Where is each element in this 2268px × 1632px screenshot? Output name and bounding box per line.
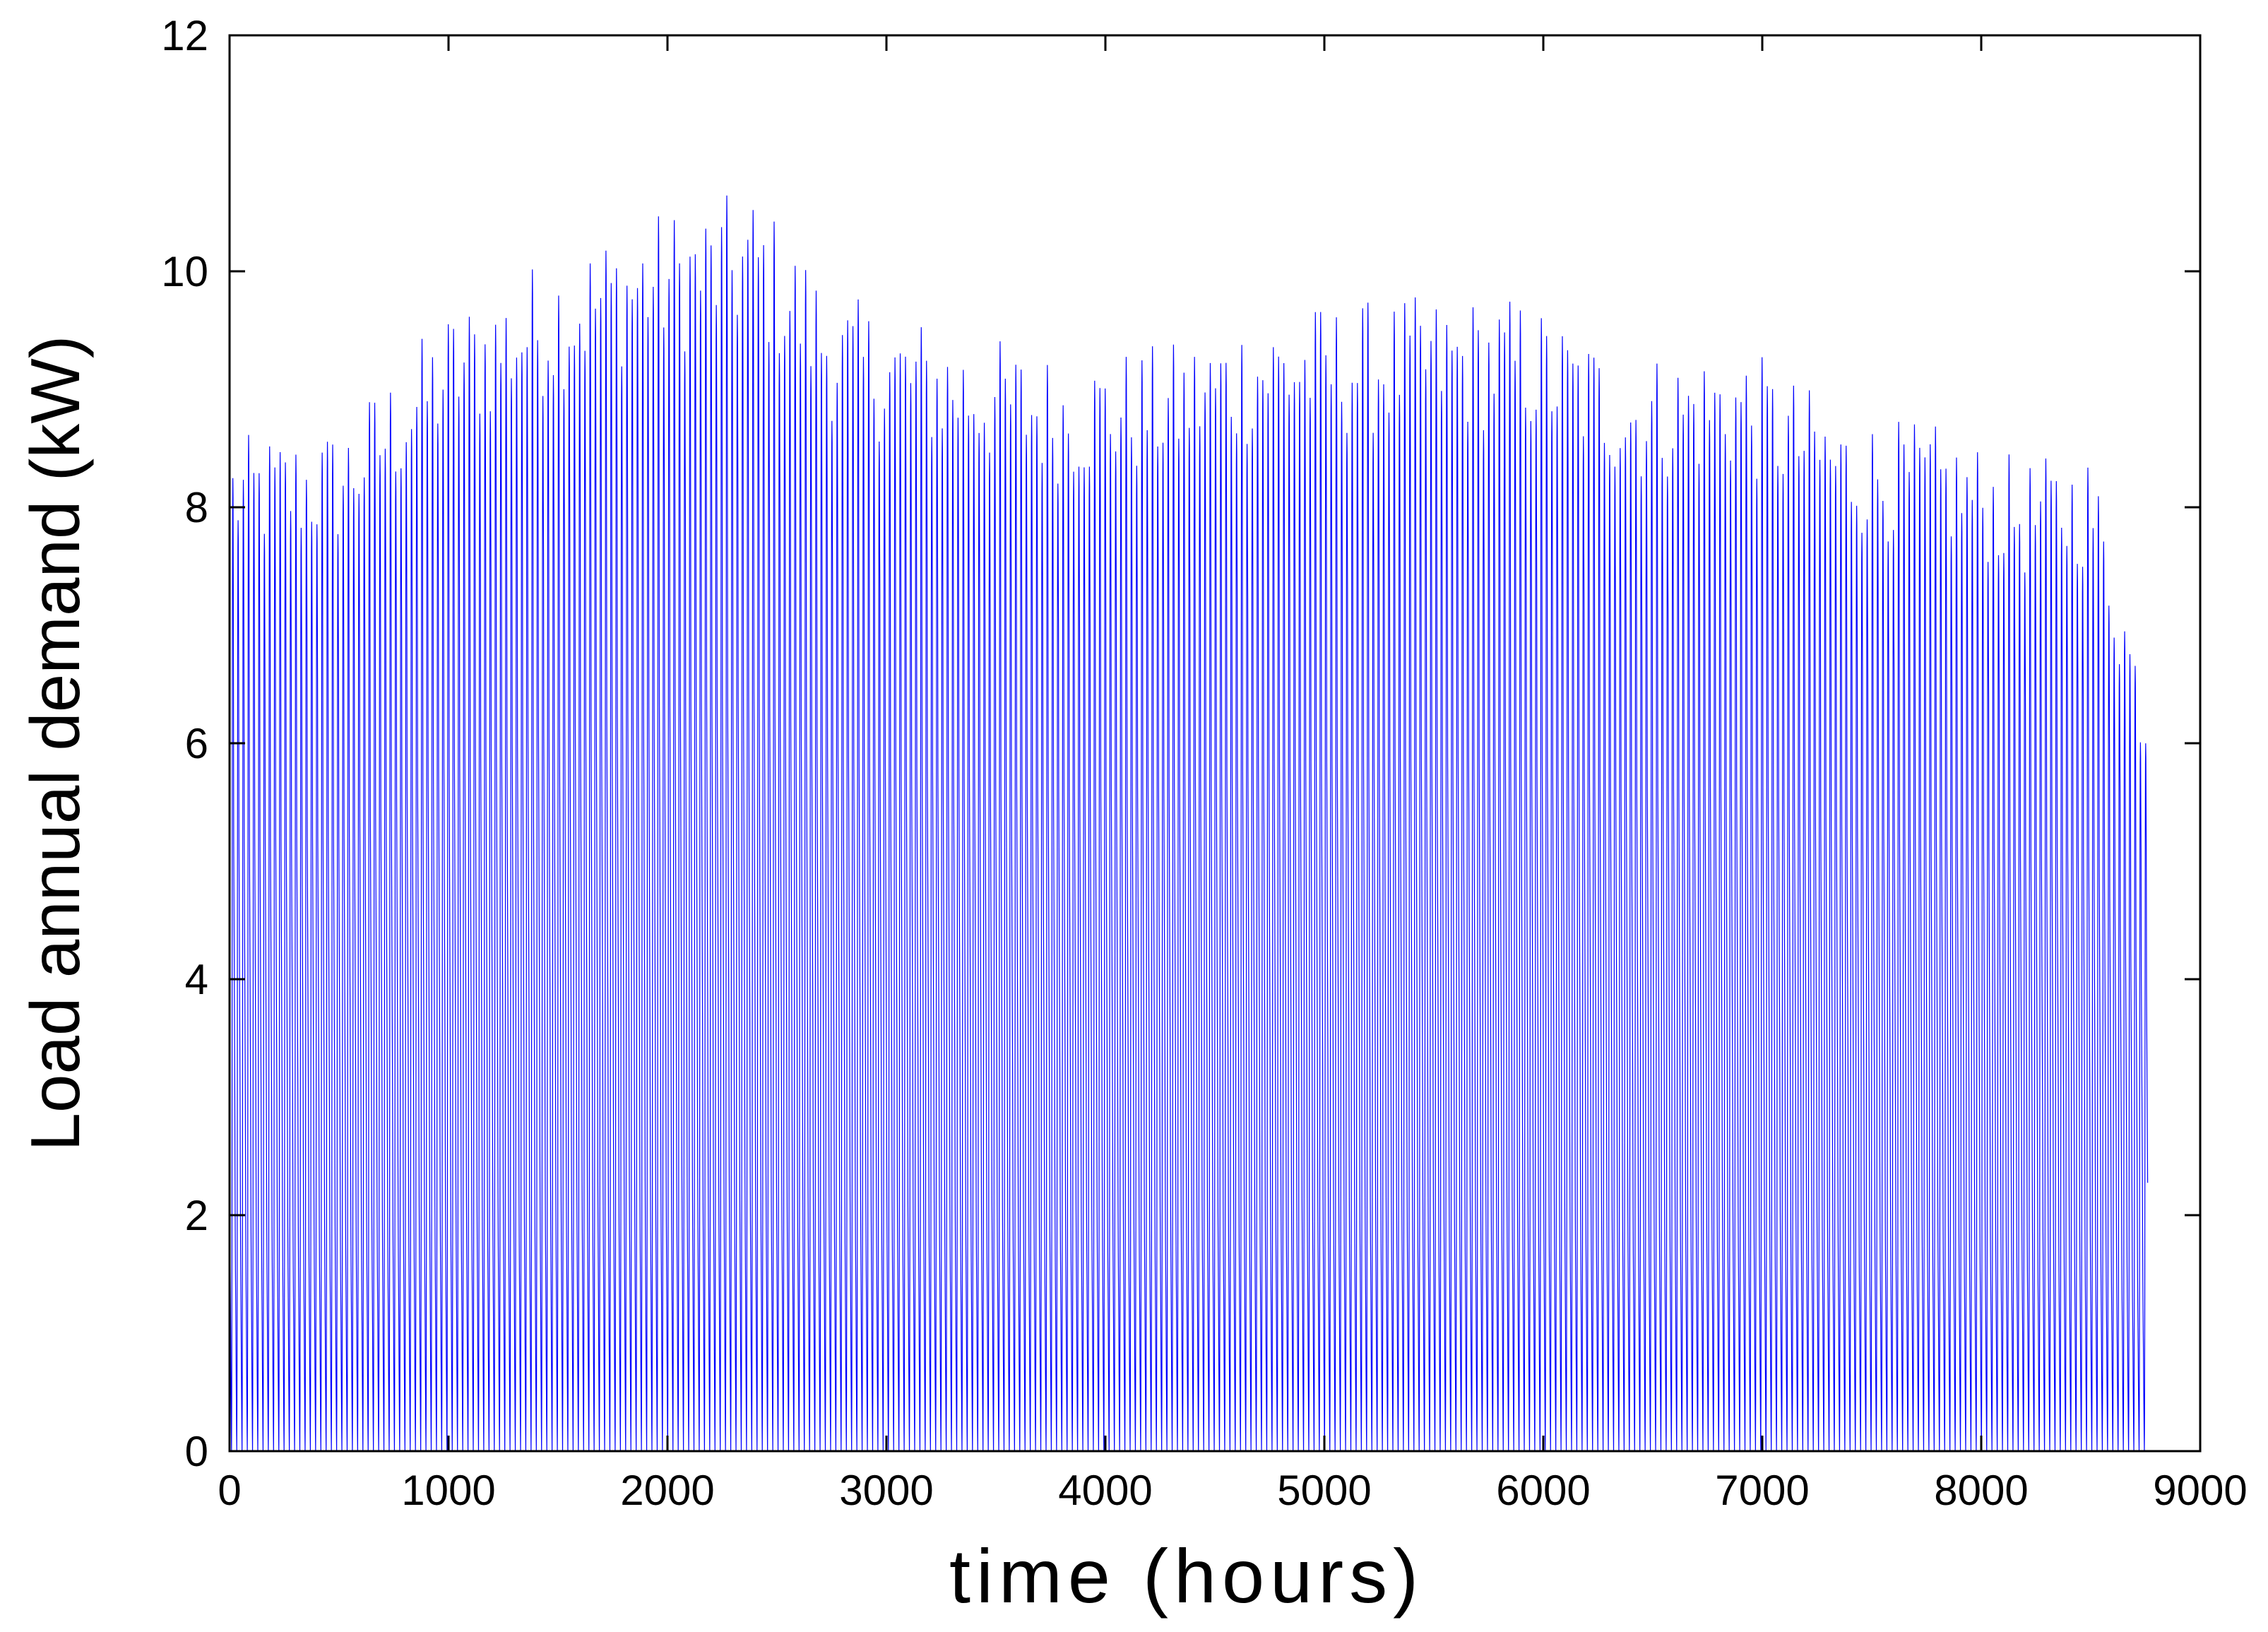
x-tick-label: 3000 xyxy=(839,1467,933,1514)
x-tick-label: 1000 xyxy=(401,1467,495,1514)
y-tick-label: 2 xyxy=(185,1192,208,1239)
y-tick-labels: 0 2 4 6 8 10 12 xyxy=(161,12,208,1475)
x-tick-labels: 0 1000 2000 3000 4000 5000 6000 7000 8000 9000 xyxy=(218,1467,2247,1514)
y-tick-label: 4 xyxy=(185,956,208,1003)
x-tick-label: 8000 xyxy=(1934,1467,2028,1514)
x-tick-label: 7000 xyxy=(1715,1467,1809,1514)
y-tick-label: 12 xyxy=(161,12,208,59)
x-axis-title: time (hours) xyxy=(949,1533,1424,1619)
series-line xyxy=(229,195,2149,1452)
x-tick-label: 2000 xyxy=(620,1467,714,1514)
plot-frame xyxy=(228,34,2202,1453)
y-axis-title: Load annual demand (kW) xyxy=(16,336,94,1152)
y-tick-label: 6 xyxy=(185,720,208,767)
y-tick-label: 8 xyxy=(185,484,208,531)
x-tick-label: 9000 xyxy=(2153,1467,2247,1514)
x-tick-label: 0 xyxy=(218,1467,241,1514)
x-tick-label: 4000 xyxy=(1058,1467,1152,1514)
x-tick-label: 5000 xyxy=(1277,1467,1371,1514)
y-tick-label: 10 xyxy=(161,248,208,295)
y-tick-label: 0 xyxy=(185,1428,208,1475)
x-tick-label: 6000 xyxy=(1496,1467,1590,1514)
series-layer xyxy=(229,195,2149,1452)
